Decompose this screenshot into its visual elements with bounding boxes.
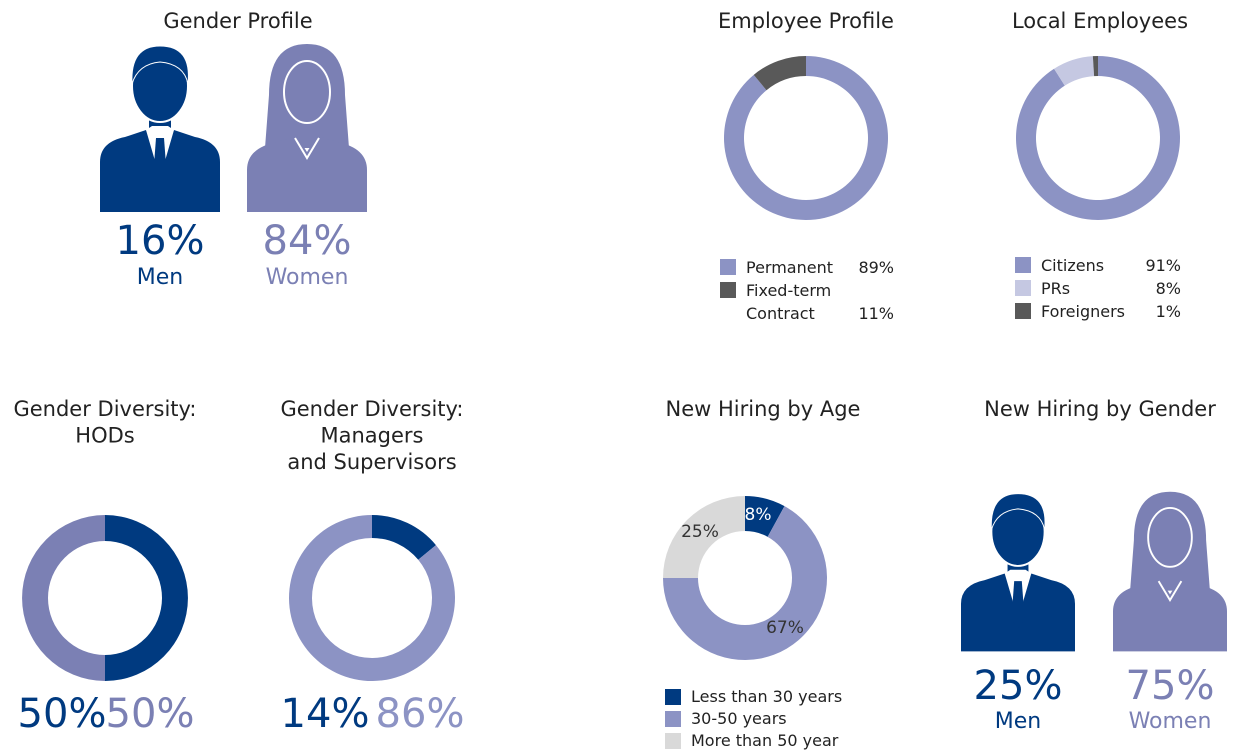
tie (153, 138, 167, 188)
legend: Citizens 91% PRs 8% Foreigners 1% (1015, 254, 1181, 323)
value-label: 8% (745, 505, 772, 525)
legend-swatch (665, 733, 681, 749)
legend-item: Fixed-term Contract 11% (720, 279, 894, 325)
chart-title: Gender Diversity: (13, 397, 196, 421)
chart-title: HODs (75, 424, 134, 448)
legend: Less than 30 years 30-50 years More than 5… (665, 686, 842, 752)
donut-segment (372, 515, 436, 560)
value-label: 14% (281, 691, 370, 737)
legend-label: Fixed-term Contract (746, 281, 832, 323)
category-label: Men (995, 709, 1041, 734)
value-label: 25% (974, 663, 1063, 709)
man-icon (100, 45, 220, 212)
donut-segment (1016, 56, 1180, 220)
value-label: 25% (681, 522, 719, 542)
category-label: Women (266, 265, 349, 290)
legend-swatch (1015, 303, 1031, 319)
legend-item: Permanent 89% (720, 256, 894, 279)
value-label: 67% (766, 618, 804, 638)
value-label: 84% (263, 218, 352, 264)
donut-segment (1054, 56, 1095, 86)
legend-swatch (720, 282, 736, 298)
body (1113, 579, 1227, 652)
legend-item: Less than 30 years (665, 686, 842, 708)
chart-title: Local Employees (1012, 9, 1188, 33)
body (247, 136, 367, 212)
legend-value: 11% (858, 304, 894, 323)
value-label: 75% (1126, 663, 1215, 709)
legend-swatch (720, 259, 736, 275)
hair (990, 493, 1046, 530)
legend-value: 91% (1145, 256, 1181, 275)
value-label: 50% (18, 691, 107, 737)
chart-title: Employee Profile (718, 9, 894, 33)
value-label: 16% (116, 218, 205, 264)
legend-label: Citizens (1041, 256, 1105, 275)
chart-title: Managers (321, 424, 424, 448)
legend-swatch (665, 711, 681, 727)
donut-segment (745, 496, 785, 537)
legend-item: PRs 8% (1015, 277, 1181, 300)
chart-title: Gender Diversity: (280, 397, 463, 421)
donut-segment (663, 506, 827, 660)
neckline (1157, 580, 1183, 602)
man-icon (961, 493, 1075, 652)
woman-icon (247, 44, 367, 212)
chart-title: and Supervisors (287, 450, 456, 474)
face (1147, 507, 1193, 568)
hair (131, 45, 189, 85)
donut-segment (663, 496, 745, 578)
donut-segment (753, 56, 806, 91)
legend-label: Foreigners (1041, 302, 1125, 321)
category-label: Men (137, 265, 183, 290)
category-label: Women (1129, 709, 1212, 734)
value-label: 86% (376, 691, 465, 737)
tie (1011, 581, 1025, 629)
legend-swatch (1015, 280, 1031, 296)
chart-title: Gender Profile (163, 9, 312, 33)
legend-label: Permanent (746, 258, 834, 277)
legend-label: 30-50 years (691, 709, 787, 728)
legend-swatch (1015, 257, 1031, 273)
face (283, 60, 331, 124)
chart-title: New Hiring by Gender (984, 397, 1216, 421)
legend: Permanent 89% Fixed-term Contract 11% (720, 256, 894, 325)
woman-icon (1113, 491, 1227, 652)
chart-title: New Hiring by Age (666, 397, 861, 421)
legend-value: 8% (1155, 279, 1181, 298)
legend-item: 30-50 years (665, 708, 842, 730)
donut-segment (1092, 56, 1098, 77)
neckline (294, 137, 320, 160)
legend-item: More than 50 year (665, 730, 842, 752)
value-label: 50% (106, 691, 195, 737)
legend-label: Less than 30 years (691, 687, 843, 706)
legend-label: PRs (1041, 279, 1071, 298)
donut-segment (105, 515, 188, 681)
legend-label: More than 50 year (691, 731, 839, 750)
legend-item: Foreigners 1% (1015, 300, 1181, 323)
donut-segment (22, 515, 106, 681)
legend-item: Citizens 91% (1015, 254, 1181, 277)
legend-swatch (665, 689, 681, 705)
legend-value: 1% (1155, 302, 1181, 321)
legend-value: 89% (858, 258, 894, 277)
donut-segment (724, 56, 888, 221)
